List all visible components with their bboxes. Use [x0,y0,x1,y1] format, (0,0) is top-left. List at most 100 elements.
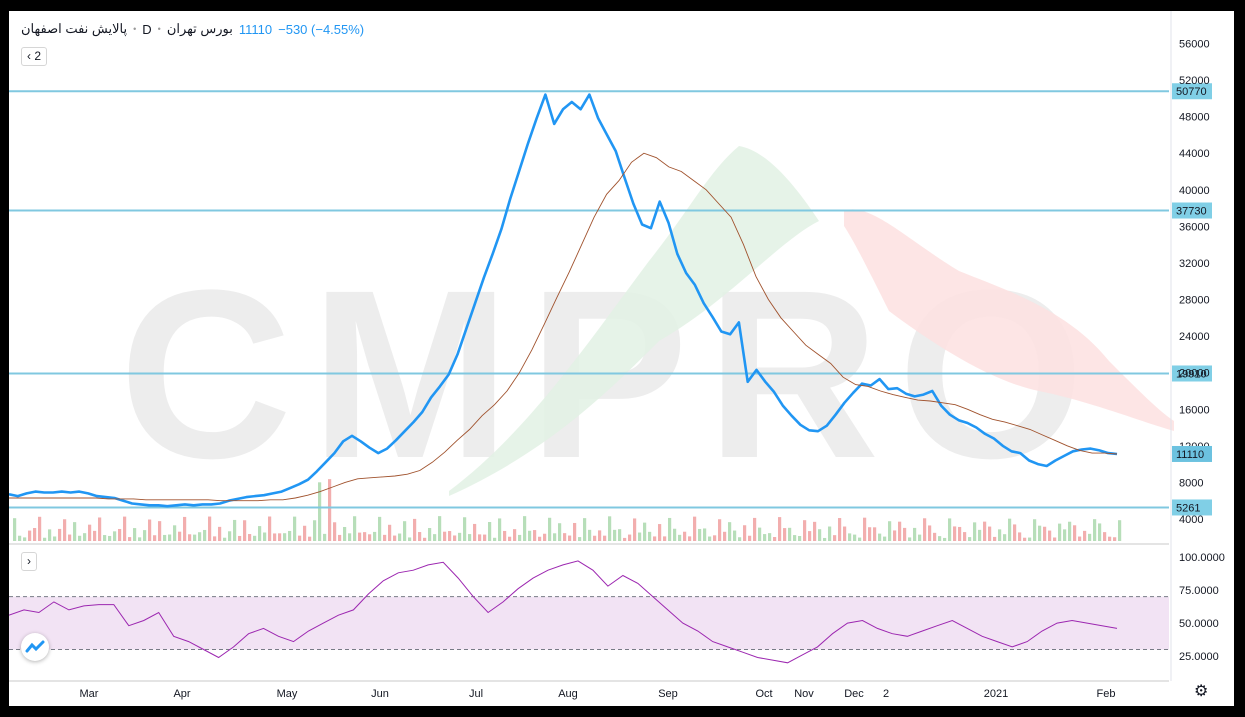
rsi-pane: 25.0000 50.0000 75.0000 100.0000 [9,543,1225,664]
volume-bar [138,537,142,541]
volume-bar [983,521,987,541]
volume-bar [328,479,332,541]
volume-bar [613,529,617,541]
volume-bar [288,530,292,541]
time-tick-label: 2021 [984,688,1008,700]
volume-bar [748,535,752,541]
volume-bar [853,534,857,541]
volume-bar [368,534,372,541]
volume-bar [1068,521,1072,541]
volume-bar [948,518,952,541]
volume-bar [598,530,602,541]
volume-bar [403,521,407,541]
volume-bar [968,537,972,541]
volume-bar [233,519,237,541]
volume-bar [203,529,207,541]
volume-bar [383,534,387,541]
volume-bar [633,518,637,541]
volume-bar [53,536,57,541]
volume-bar [293,516,297,541]
volume-bar [153,535,157,541]
volume-bar [473,523,477,541]
volume-bar [603,535,607,541]
volume-bar [838,518,842,541]
volume-bar [963,532,967,541]
moving-average-line [9,152,1118,502]
volume-bar [693,516,697,541]
level-label-bg [1172,499,1212,516]
volume-bar [898,521,902,541]
volume-bar [213,536,217,541]
volume-bar [148,519,152,541]
volume-bar [933,532,937,541]
symbol-name[interactable]: پالایش نفت اصفهان [21,21,128,36]
rsi-tick-label: 75.0000 [1179,585,1219,597]
volume-bar [128,537,132,541]
volume-bar [33,528,37,541]
volume-bar [743,525,747,541]
price-tick-label: 32000 [1179,258,1210,270]
volume-bar [723,531,727,541]
collapse-studies-button[interactable]: ‹ 2 [21,47,48,66]
volume-bar [588,529,592,541]
volume-bar [28,530,32,541]
volume-bar [183,516,187,541]
interval-label[interactable]: D [142,21,152,37]
volume-bar [388,524,392,541]
volume-bar [463,517,467,541]
volume-bar [63,519,67,541]
volume-bar [348,533,352,541]
volume-bar [988,526,992,541]
volume-bar [1033,519,1037,541]
rsi-band [9,596,1169,650]
volume-bar [343,526,347,541]
volume-bar [998,529,1002,541]
volume-bar [938,536,942,541]
settings-gear-icon[interactable]: ⚙ [1194,683,1209,700]
volume-bar [378,516,382,541]
volume-bar [123,516,127,541]
volume-bar [788,527,792,541]
volume-bar [308,536,312,541]
volume-bar [683,531,687,541]
time-axis: Mar Apr May Jun Jul Aug Sep Oct Nov Dec 2 2021 Feb [9,680,1169,700]
rsi-expand-button[interactable]: › [21,552,37,571]
volume-bar [1013,524,1017,541]
volume-bar [943,537,947,541]
volume-bar [858,537,862,541]
volume-bar [318,482,322,541]
volume-bar [578,537,582,541]
volume-bar [413,518,417,541]
volume-bar [808,531,812,541]
volume-bar [1093,519,1097,541]
volume-bar [438,516,442,541]
time-tick-label: Apr [173,688,190,700]
volume-bar [268,516,272,541]
volume-bar [608,516,612,541]
volume-bar [453,535,457,541]
volume-bar [733,530,737,541]
last-price: 11110 [238,21,273,37]
volume-bar [843,526,847,541]
volume-bar [773,537,777,541]
volume-bar [528,530,532,541]
volume-bar [763,534,767,541]
volume-bar [923,518,927,541]
volume-bar [158,521,162,541]
volume-bar [193,534,197,541]
volume-bar [1053,537,1057,541]
volume-bar [513,529,517,541]
last-price-label: 11110 [1176,449,1204,461]
volume-bar [338,534,342,541]
volume-bar [78,535,82,541]
volume-bar [758,527,762,541]
volume-bar [708,536,712,541]
volume-bar [493,537,497,541]
price-tick-label: 4000 [1179,514,1203,526]
tradingview-logo-icon[interactable] [21,633,49,661]
time-tick-label: May [277,688,298,700]
volume-bar [298,535,302,541]
time-tick-label: Jun [371,688,389,700]
volume-bars [13,479,1122,541]
